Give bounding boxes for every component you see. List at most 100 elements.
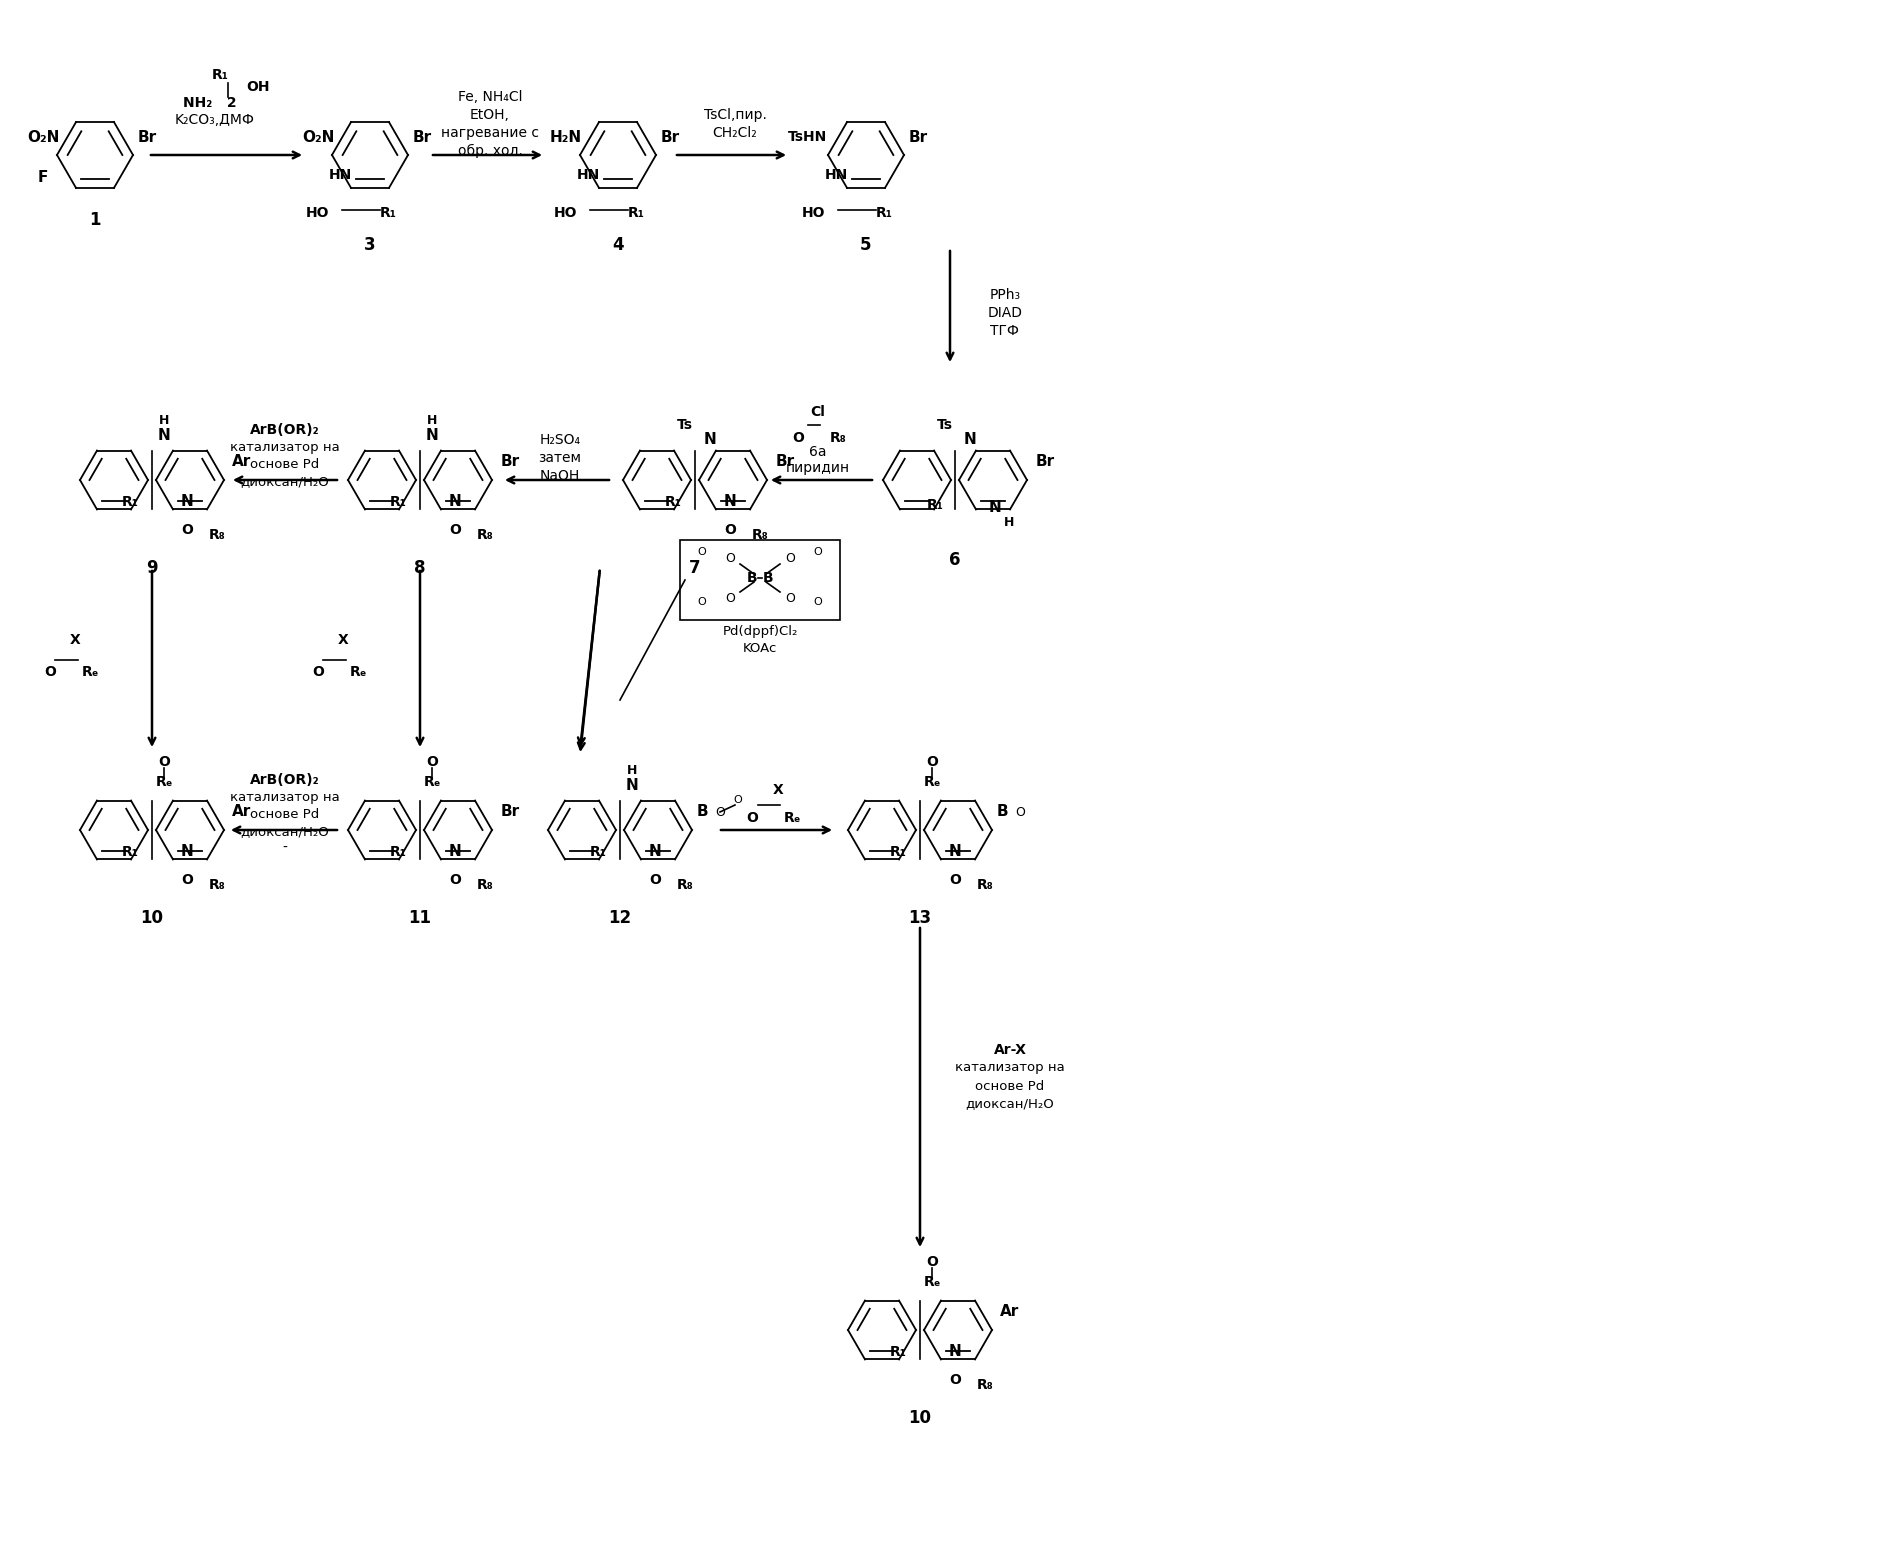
Text: R₁: R₁ [665, 495, 682, 509]
Text: 10: 10 [909, 1409, 931, 1426]
Text: Ar: Ar [232, 804, 251, 819]
Text: N: N [625, 779, 638, 793]
Text: O₂N: O₂N [302, 129, 334, 144]
Text: O: O [450, 872, 461, 888]
Text: PPh₃: PPh₃ [990, 289, 1020, 303]
Text: O₂N: O₂N [26, 129, 59, 144]
Text: R₁: R₁ [121, 844, 138, 858]
Text: H: H [1003, 515, 1014, 529]
Text: Cl: Cl [810, 405, 825, 419]
Text: Br: Br [909, 129, 927, 144]
Text: ТГФ: ТГФ [990, 324, 1020, 338]
Text: Br: Br [501, 455, 519, 470]
Text: X: X [773, 784, 784, 798]
Text: EtOH,: EtOH, [470, 109, 510, 123]
Text: R₁: R₁ [890, 1346, 907, 1360]
Text: F: F [38, 169, 49, 185]
Text: R₁: R₁ [589, 844, 606, 858]
Text: R₁: R₁ [627, 206, 644, 220]
Text: O: O [926, 1256, 939, 1270]
Text: N: N [425, 428, 438, 444]
Text: O: O [159, 754, 170, 768]
Text: ArB(OR)₂: ArB(OR)₂ [249, 773, 319, 787]
Text: TsHN: TsHN [788, 130, 827, 144]
Text: O: O [948, 872, 962, 888]
Text: R₈: R₈ [208, 878, 225, 892]
Text: N: N [448, 844, 461, 860]
Text: 9: 9 [145, 559, 159, 577]
Text: катализатор на: катализатор на [230, 441, 340, 455]
Text: Rₑ: Rₑ [423, 774, 440, 788]
Text: HO: HO [803, 206, 825, 220]
Text: H: H [159, 413, 170, 427]
Text: B: B [996, 804, 1009, 819]
Text: затем: затем [538, 452, 582, 466]
Text: H: H [427, 413, 436, 427]
Text: Ts: Ts [937, 417, 952, 431]
Text: O: O [650, 872, 661, 888]
Text: O: O [723, 523, 737, 537]
Text: KOAc: KOAc [742, 641, 776, 655]
Text: R₈: R₈ [476, 528, 493, 542]
Text: 7: 7 [689, 559, 701, 577]
Text: TsCl,пир.: TsCl,пир. [703, 109, 767, 123]
Text: катализатор на: катализатор на [956, 1062, 1065, 1074]
Text: O: O [725, 591, 735, 604]
Text: обр. хол.: обр. хол. [457, 144, 523, 158]
Text: H₂SO₄: H₂SO₄ [540, 433, 580, 447]
Text: R₁: R₁ [380, 206, 397, 220]
Text: N: N [703, 433, 716, 447]
Text: Rₑ: Rₑ [81, 664, 98, 680]
Text: O: O [312, 664, 323, 680]
Text: основе Pd: основе Pd [975, 1080, 1045, 1093]
Text: R₈: R₈ [208, 528, 225, 542]
Text: N: N [157, 428, 170, 444]
Text: диоксан/H₂O: диоксан/H₂O [240, 826, 329, 838]
Text: Rₑ: Rₑ [349, 664, 366, 680]
Text: R₁: R₁ [876, 206, 892, 220]
Text: O: O [181, 523, 193, 537]
Text: Rₑ: Rₑ [924, 774, 941, 788]
Text: DIAD: DIAD [988, 306, 1022, 320]
Text: Br: Br [661, 129, 680, 144]
Text: Br: Br [501, 804, 519, 819]
Text: O: O [427, 754, 438, 768]
Text: K₂CO₃,ДМФ: K₂CO₃,ДМФ [176, 113, 255, 127]
Text: Ar-X: Ar-X [994, 1043, 1026, 1057]
Text: R₁: R₁ [389, 844, 406, 858]
Text: N: N [181, 495, 193, 509]
Text: R₈: R₈ [476, 878, 493, 892]
Text: R₈: R₈ [829, 431, 846, 445]
Text: O: O [450, 523, 461, 537]
Text: Rₑ: Rₑ [924, 1276, 941, 1290]
Text: 6a: 6a [808, 445, 827, 459]
Text: 11: 11 [408, 909, 431, 927]
Text: 8: 8 [414, 559, 425, 577]
Text: катализатор на: катализатор на [230, 792, 340, 804]
Text: 10: 10 [140, 909, 164, 927]
Text: диоксан/H₂O: диоксан/H₂O [965, 1097, 1054, 1111]
Text: NaOH: NaOH [540, 469, 580, 483]
Text: HN: HN [576, 168, 599, 182]
Text: O: O [43, 664, 57, 680]
Text: N: N [988, 500, 1001, 515]
Text: N: N [181, 844, 193, 860]
Text: нагревание с: нагревание с [440, 126, 538, 140]
Text: Pd(dppf)Cl₂: Pd(dppf)Cl₂ [722, 625, 797, 638]
Text: O: O [948, 1374, 962, 1387]
Text: R₈: R₈ [676, 878, 693, 892]
Text: O: O [733, 795, 742, 805]
FancyBboxPatch shape [680, 540, 841, 619]
Text: HO: HO [306, 206, 331, 220]
Text: OH: OH [246, 81, 270, 95]
Text: N: N [963, 433, 977, 447]
Text: R₁: R₁ [121, 495, 138, 509]
Text: B: B [763, 571, 773, 585]
Text: Rₑ: Rₑ [784, 812, 801, 826]
Text: Ts: Ts [676, 417, 693, 431]
Text: N: N [948, 844, 962, 860]
Text: диоксан/H₂O: диоксан/H₂O [240, 475, 329, 489]
Text: N: N [648, 844, 661, 860]
Text: R₁: R₁ [389, 495, 406, 509]
Text: R₁: R₁ [927, 498, 943, 512]
